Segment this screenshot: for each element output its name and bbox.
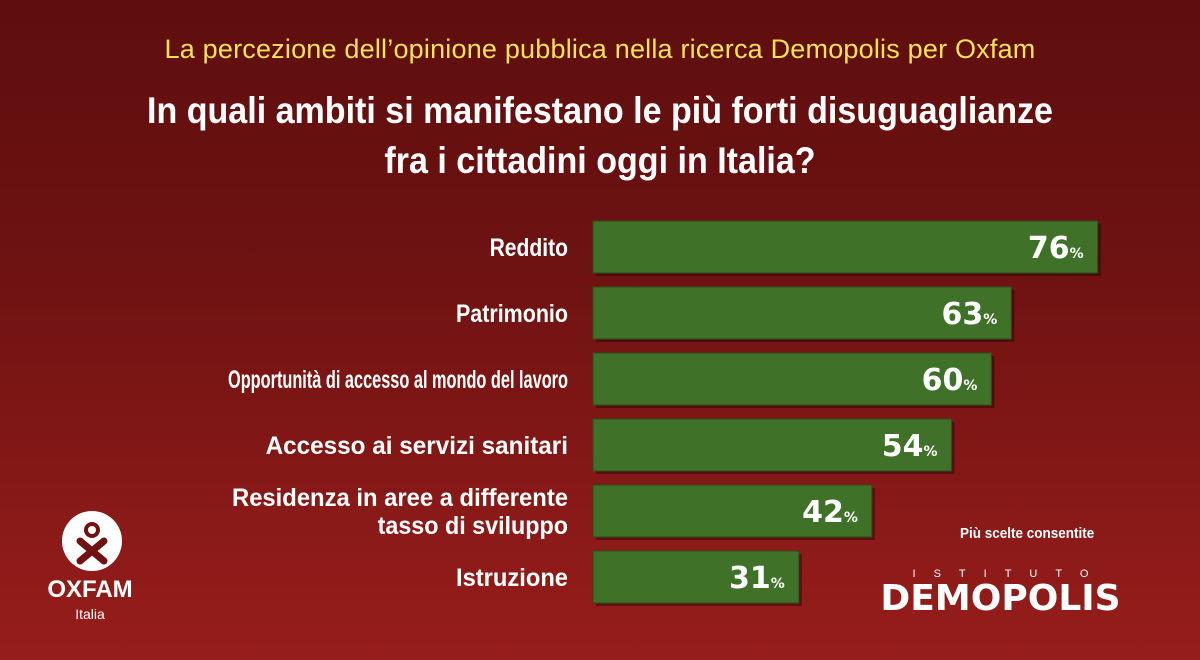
- multiple-choice-note: Più scelte consentite: [960, 525, 1095, 542]
- chart-title-line1: In quali ambiti si manifestano le più fo…: [147, 90, 1053, 131]
- data-label: 54%: [882, 429, 938, 464]
- data-label: 31%: [729, 561, 785, 596]
- oxfam-logo: OXFAM Italia: [40, 508, 140, 628]
- bar: [592, 286, 1012, 340]
- data-label: 76%: [1028, 231, 1084, 266]
- category-label: Patrimonio: [456, 300, 568, 328]
- category-label: tasso di sviluppo: [378, 512, 568, 540]
- category-label: Opportunità di accesso al mondo del lavo…: [228, 366, 568, 394]
- bar: [592, 484, 873, 538]
- oxfam-country: Italia: [75, 606, 105, 622]
- demopolis-istituto: ISTITUTO: [912, 568, 1107, 580]
- demopolis-logo: ISTITUTO DEMOPOLIS: [858, 568, 1143, 624]
- bar: [592, 418, 953, 472]
- category-label: Istruzione: [456, 564, 568, 592]
- data-label: 63%: [942, 297, 998, 332]
- chart-title-line2: fra i cittadini oggi in Italia?: [384, 140, 816, 181]
- oxfam-name: OXFAM: [47, 576, 133, 603]
- chart-subtitle: La percezione dell’opinione pubblica nel…: [164, 34, 1036, 64]
- bar: [592, 352, 992, 406]
- oxfam-emblem-icon: [62, 511, 122, 571]
- category-label: Residenza in aree a differente: [232, 484, 568, 512]
- category-label: Reddito: [490, 234, 568, 262]
- demopolis-brand: DEMOPOLIS: [880, 578, 1121, 619]
- bar: [592, 220, 1099, 274]
- chart-title: In quali ambiti si manifestano le più fo…: [48, 86, 1152, 186]
- bar: [592, 550, 800, 604]
- data-label: 42%: [802, 495, 858, 530]
- data-label: 60%: [922, 363, 978, 398]
- category-label: Accesso ai servizi sanitari: [266, 432, 568, 460]
